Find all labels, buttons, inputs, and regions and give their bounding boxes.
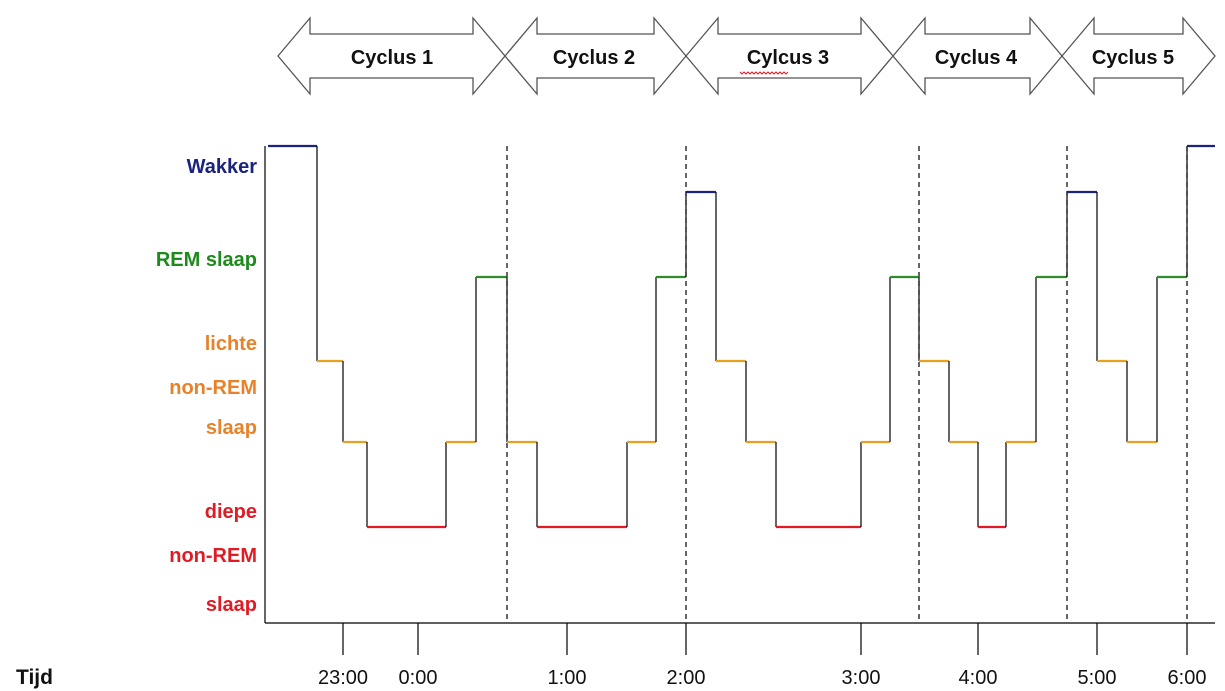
x-tick-label: 4:00: [959, 667, 998, 689]
x-axis: 23:00 0:00 1:00 2:00 3:00 4:00 5:00 6:00 Tijd: [16, 623, 1206, 689]
cycle-label: Cylcus 3: [747, 47, 829, 69]
cycle-arrow: Cylcus 3: [685, 16, 894, 96]
double-arrow-icon: [1061, 16, 1216, 96]
cycle-arrow: Cyclus 2: [504, 16, 687, 96]
x-tick-label: 0:00: [399, 667, 438, 689]
cycle-boundaries: [506, 146, 1188, 623]
cycle-arrow: Cyclus 4: [892, 16, 1063, 96]
cycle-arrow: Cyclus 1: [277, 16, 506, 96]
spellcheck-squiggle: [739, 71, 789, 75]
stage-label-deep: non-REM: [169, 545, 257, 567]
x-tick-label: 23:00: [318, 667, 368, 689]
x-tick-label: 6:00: [1168, 667, 1207, 689]
stage-label-light: non-REM: [169, 377, 257, 399]
y-axis-labels: Wakker REM slaap lichte non-REM slaap diepe no…: [156, 156, 257, 616]
stage-label-light: slaap: [206, 417, 257, 439]
cycle-label: Cyclus 4: [935, 47, 1018, 69]
stage-label-rem: REM slaap: [156, 249, 257, 271]
plot-frame: [264, 146, 1215, 624]
stage-label-deep: diepe: [205, 501, 257, 523]
cycle-label: Cyclus 1: [351, 47, 433, 69]
hypnogram-line: [268, 144, 1215, 529]
x-tick-label: 2:00: [667, 667, 706, 689]
cycle-label: Cyclus 5: [1092, 47, 1174, 69]
x-tick-label: 3:00: [842, 667, 881, 689]
stage-label-light: lichte: [205, 333, 257, 355]
stage-label-wake: Wakker: [187, 156, 258, 178]
stage-label-deep: slaap: [206, 594, 257, 616]
cycle-label: Cyclus 2: [553, 47, 635, 69]
cycle-arrows: Cyclus 1 Cyclus 2 Cylcus 3 Cyclus 4 Cyclus 5: [277, 16, 1216, 96]
cycle-arrow: Cyclus 5: [1061, 16, 1216, 96]
x-tick-label: 1:00: [548, 667, 587, 689]
x-tick-label: 5:00: [1078, 667, 1117, 689]
x-axis-title: Tijd: [16, 666, 53, 689]
